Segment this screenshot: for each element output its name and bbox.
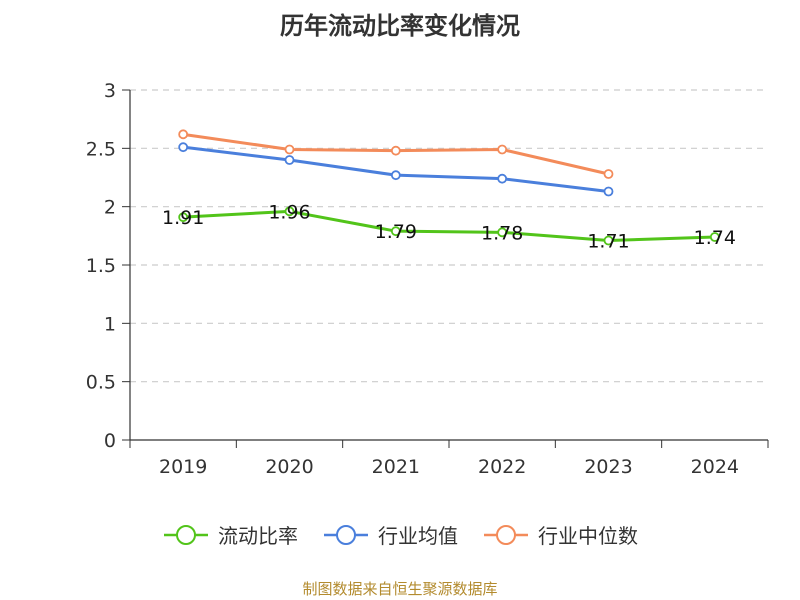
series-point — [497, 144, 508, 155]
series-point — [390, 145, 401, 156]
x-tick-label: 2020 — [265, 456, 313, 478]
data-label: 1.91 — [162, 207, 204, 229]
y-tick-label: 3 — [104, 80, 116, 102]
x-tick-label: 2022 — [478, 456, 526, 478]
data-label: 1.71 — [587, 231, 629, 253]
data-label: 1.78 — [481, 222, 523, 244]
series-point — [497, 227, 508, 238]
chart-title: 历年流动比率变化情况 — [280, 12, 520, 40]
series-point — [284, 206, 295, 217]
y-tick-label: 1.5 — [86, 255, 116, 277]
legend: 流动比率 行业均值 行业中位数 — [0, 520, 800, 549]
x-tick-label: 2023 — [584, 456, 632, 478]
x-tick-label: 2024 — [691, 456, 739, 478]
legend-label: 行业中位数 — [538, 524, 638, 548]
series-point — [603, 169, 614, 179]
x-tick-label: 2019 — [159, 456, 207, 478]
series-point — [390, 226, 401, 237]
y-tick-label: 0 — [104, 430, 116, 452]
x-tick-label: 2021 — [372, 456, 420, 478]
data-labels: 1.91 1.96 1.79 1.78 1.71 1.74 — [162, 201, 736, 252]
data-label: 1.74 — [694, 227, 736, 249]
series-point — [709, 232, 720, 242]
legend-item-industry-median[interactable]: 行业中位数 — [482, 520, 638, 549]
legend-marker-icon — [164, 524, 208, 545]
data-label: 1.96 — [268, 201, 310, 223]
source-footer: 制图数据来自恒生聚源数据库 — [302, 580, 498, 598]
data-label: 1.79 — [375, 221, 417, 243]
y-tick-label: 0.5 — [86, 372, 116, 394]
series-point — [284, 144, 295, 155]
series-line — [183, 209, 715, 242]
series-point — [284, 155, 295, 165]
series-point — [497, 173, 508, 184]
legend-item-industry-average[interactable]: 行业均值 — [322, 520, 458, 549]
gridlines — [130, 89, 768, 383]
legend-item-current-ratio[interactable]: 流动比率 — [162, 520, 298, 549]
series-point — [390, 170, 401, 181]
legend-marker-icon — [484, 524, 528, 545]
series-point — [603, 186, 614, 197]
legend-marker-icon — [324, 524, 368, 545]
series-lines — [178, 129, 720, 246]
axes: 0 0.5 1 1.5 2 2.5 3 2019 2020 2021 2022 2023 2024 — [86, 80, 769, 478]
y-tick-label: 2 — [104, 197, 116, 219]
series-point — [178, 129, 189, 140]
legend-label: 流动比率 — [218, 524, 298, 548]
y-tick-label: 2.5 — [86, 138, 116, 160]
series-point — [178, 212, 189, 223]
series-point — [178, 142, 189, 153]
series-point — [603, 235, 614, 246]
legend-label: 行业均值 — [378, 524, 458, 548]
y-tick-label: 1 — [104, 313, 116, 335]
